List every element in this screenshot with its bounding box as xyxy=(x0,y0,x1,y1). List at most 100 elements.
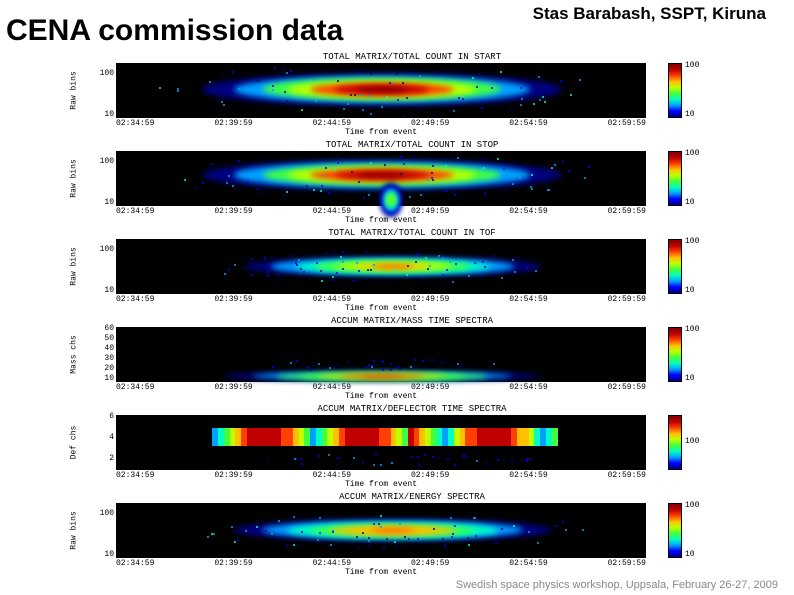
colorbar-tick: 10 xyxy=(685,198,695,207)
x-tick: 02:44:59 xyxy=(313,471,351,480)
y-axis-label: Raw bins xyxy=(70,159,79,197)
x-tick: 02:54:59 xyxy=(509,207,547,216)
x-tick: 02:34:59 xyxy=(116,559,154,568)
x-tick: 02:34:59 xyxy=(116,295,154,304)
colorbar-tick: 10 xyxy=(685,286,695,295)
x-tick: 02:49:59 xyxy=(411,119,449,128)
x-tick: 02:49:59 xyxy=(411,559,449,568)
y-tick: 40 xyxy=(104,344,114,353)
x-tick: 02:39:59 xyxy=(214,295,252,304)
y-tick: 100 xyxy=(100,509,114,518)
x-tick: 02:44:59 xyxy=(313,119,351,128)
x-tick: 02:39:59 xyxy=(214,207,252,216)
x-tick: 02:49:59 xyxy=(411,207,449,216)
x-tick: 02:59:59 xyxy=(608,471,646,480)
spectra-panel-2: TOTAL MATRIX/TOTAL COUNT IN TOF Raw bins 1… xyxy=(62,228,762,313)
x-tick: 02:39:59 xyxy=(214,383,252,392)
colorbar-tick: 100 xyxy=(685,325,699,334)
attribution-text: Stas Barabash, SSPT, Kiruna xyxy=(533,4,766,24)
x-axis-label: Time from event xyxy=(116,568,646,577)
x-tick: 02:44:59 xyxy=(313,295,351,304)
panel-title: ACCUM MATRIX/DEFLECTOR TIME SPECTRA xyxy=(62,404,762,414)
spectra-panel-1: TOTAL MATRIX/TOTAL COUNT IN STOP Raw bins… xyxy=(62,140,762,225)
spectra-panel-0: TOTAL MATRIX/TOTAL COUNT IN START Raw bin… xyxy=(62,52,762,137)
colorbar-tick: 10 xyxy=(685,374,695,383)
x-tick: 02:49:59 xyxy=(411,295,449,304)
plot-area xyxy=(116,327,646,382)
x-tick: 02:39:59 xyxy=(214,471,252,480)
panel-title: TOTAL MATRIX/TOTAL COUNT IN START xyxy=(62,52,762,62)
colorbar-tick: 100 xyxy=(685,437,699,446)
x-axis-label: Time from event xyxy=(116,128,646,137)
colorbar xyxy=(668,415,682,470)
x-axis-label: Time from event xyxy=(116,216,646,225)
y-axis-label: Def chs xyxy=(70,426,79,460)
x-tick: 02:54:59 xyxy=(509,559,547,568)
panel-title: ACCUM MATRIX/ENERGY SPECTRA xyxy=(62,492,762,502)
page-title: CENA commission data xyxy=(6,14,343,48)
colorbar xyxy=(668,327,682,382)
x-tick: 02:59:59 xyxy=(608,383,646,392)
panel-title: TOTAL MATRIX/TOTAL COUNT IN TOF xyxy=(62,228,762,238)
x-tick: 02:54:59 xyxy=(509,471,547,480)
colorbar xyxy=(668,503,682,558)
plot-area xyxy=(116,415,646,470)
x-tick: 02:54:59 xyxy=(509,295,547,304)
y-tick: 100 xyxy=(100,157,114,166)
x-tick: 02:59:59 xyxy=(608,295,646,304)
x-tick: 02:34:59 xyxy=(116,471,154,480)
colorbar-tick: 100 xyxy=(685,149,699,158)
y-axis-label: Mass chs xyxy=(70,335,79,373)
y-tick: 10 xyxy=(104,198,114,207)
y-tick: 10 xyxy=(104,286,114,295)
colorbar xyxy=(668,63,682,118)
spectra-panel-3: ACCUM MATRIX/MASS TIME SPECTRA Mass chs 60… xyxy=(62,316,762,401)
spectra-panel-4: ACCUM MATRIX/DEFLECTOR TIME SPECTRA Def c… xyxy=(62,404,762,489)
x-tick: 02:44:59 xyxy=(313,207,351,216)
x-tick: 02:54:59 xyxy=(509,119,547,128)
y-tick: 10 xyxy=(104,550,114,559)
colorbar xyxy=(668,151,682,206)
y-tick: 60 xyxy=(104,324,114,333)
colorbar-tick: 100 xyxy=(685,501,699,510)
x-tick: 02:39:59 xyxy=(214,559,252,568)
y-axis-label: Raw bins xyxy=(70,247,79,285)
y-tick: 10 xyxy=(104,110,114,119)
x-axis-label: Time from event xyxy=(116,480,646,489)
footer-text: Swedish space physics workshop, Uppsala,… xyxy=(456,579,778,591)
y-tick: 10 xyxy=(104,374,114,383)
x-tick: 02:39:59 xyxy=(214,119,252,128)
y-tick: 50 xyxy=(104,334,114,343)
spectra-panels: TOTAL MATRIX/TOTAL COUNT IN START Raw bin… xyxy=(62,52,762,580)
x-tick: 02:34:59 xyxy=(116,119,154,128)
y-axis-label: Raw bins xyxy=(70,71,79,109)
y-tick: 30 xyxy=(104,354,114,363)
x-tick: 02:59:59 xyxy=(608,207,646,216)
y-tick: 4 xyxy=(109,433,114,442)
colorbar-tick: 10 xyxy=(685,550,695,559)
colorbar xyxy=(668,239,682,294)
y-tick: 100 xyxy=(100,245,114,254)
plot-area xyxy=(116,63,646,118)
colorbar-tick: 100 xyxy=(685,61,699,70)
x-tick: 02:49:59 xyxy=(411,471,449,480)
x-tick: 02:34:59 xyxy=(116,207,154,216)
x-tick: 02:44:59 xyxy=(313,559,351,568)
y-axis-label: Raw bins xyxy=(70,511,79,549)
x-tick: 02:54:59 xyxy=(509,383,547,392)
x-tick: 02:34:59 xyxy=(116,383,154,392)
panel-title: TOTAL MATRIX/TOTAL COUNT IN STOP xyxy=(62,140,762,150)
colorbar-tick: 100 xyxy=(685,237,699,246)
y-tick: 2 xyxy=(109,454,114,463)
plot-area xyxy=(116,239,646,294)
plot-area xyxy=(116,151,646,206)
colorbar-tick: 10 xyxy=(685,110,695,119)
plot-area xyxy=(116,503,646,558)
y-tick: 100 xyxy=(100,69,114,78)
x-axis-label: Time from event xyxy=(116,304,646,313)
x-axis-label: Time from event xyxy=(116,392,646,401)
panel-title: ACCUM MATRIX/MASS TIME SPECTRA xyxy=(62,316,762,326)
x-tick: 02:59:59 xyxy=(608,119,646,128)
y-tick: 20 xyxy=(104,364,114,373)
x-tick: 02:49:59 xyxy=(411,383,449,392)
